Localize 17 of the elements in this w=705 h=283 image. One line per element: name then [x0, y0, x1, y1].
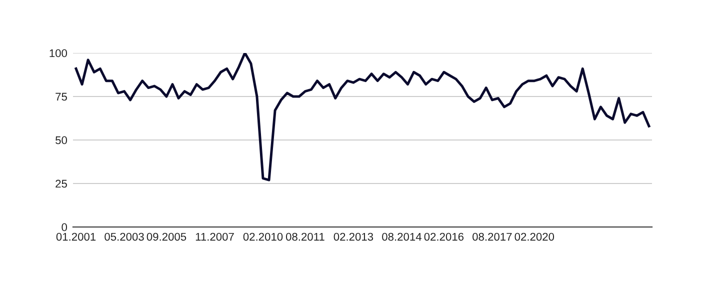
- x-tick-label: 02.2013: [334, 232, 374, 241]
- y-tick-label: 0: [62, 223, 68, 232]
- x-tick-label: 01.2001: [56, 232, 96, 241]
- x-tick-label: 08.2017: [472, 232, 512, 241]
- x-tick-label: 02.2016: [424, 232, 464, 241]
- x-tick-label: 08.2014: [382, 232, 422, 241]
- y-tick-label: 75: [56, 92, 67, 101]
- x-tick-label: 02.2010: [243, 232, 283, 241]
- y-tick-label: 25: [56, 180, 67, 188]
- x-tick-label: 08.2011: [286, 232, 324, 241]
- y-tick-label: 100: [50, 49, 68, 58]
- y-tick-label: 50: [56, 136, 68, 144]
- x-tick-label: 02.2020: [514, 232, 554, 241]
- line-series: [74, 53, 650, 182]
- x-tick-label: 05.2003: [104, 232, 144, 241]
- x-tick-label: 11.2007: [196, 232, 234, 241]
- x-tick-label: 09.2005: [146, 232, 186, 241]
